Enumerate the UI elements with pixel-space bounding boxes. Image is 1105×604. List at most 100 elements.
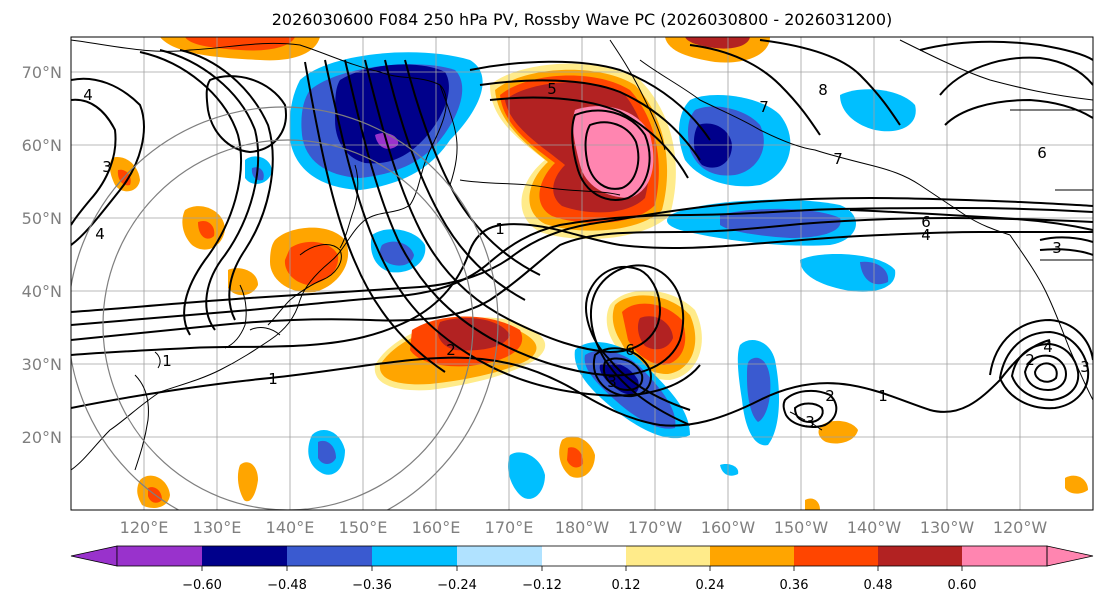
colorbar-segment [457, 546, 542, 566]
lon-labels: 120°E 130°E 140°E 150°E 160°E 170°E 180°… [120, 518, 1048, 537]
pos-anomaly-east-small [1065, 475, 1088, 494]
colorbar-tick-label: 0.12 [612, 578, 641, 593]
colorbar-segment [794, 546, 878, 566]
pv-contour-ridge-west [71, 77, 145, 246]
pv-contour-ridge-bering-1 [469, 60, 711, 141]
pv-contour-north-east [689, 44, 821, 136]
pv-contour-east-3 [1039, 248, 1093, 256]
contour-label: 1 [268, 370, 278, 388]
lat-label: 30°N [22, 355, 62, 374]
pv-contours [71, 39, 1093, 428]
pv-contour-baja-1 [989, 318, 1093, 376]
rossby-wave-circle [102, 139, 474, 510]
contour-label: 7 [759, 98, 769, 116]
lon-label: 150°W [774, 518, 829, 537]
pos-anomaly-china-2 [228, 268, 258, 296]
contour-label: 2 [446, 341, 456, 359]
colorbar-segment [287, 546, 372, 566]
pv-contour-2-main [71, 216, 1093, 341]
contour-label: 6 [1037, 144, 1047, 162]
lat-label: 60°N [22, 136, 62, 155]
pv-contour-3-main [71, 206, 1093, 326]
pv-contour-dateline-ring-2 [602, 357, 644, 391]
pv-contour-wave-5 [404, 59, 541, 276]
pv-contour-1-south [71, 339, 1051, 427]
colorbar-ticks [201, 566, 963, 571]
pv-contour-wave-2 [344, 59, 691, 426]
pv-contour-trough-west-3 [139, 51, 242, 336]
colorbar-segment [542, 546, 626, 566]
pos-anomaly-south-2 [237, 462, 258, 502]
rossby-wave-circle-outer [71, 106, 499, 510]
pos-anomaly-south-1-core [567, 447, 584, 468]
pos-anomaly-hawaii [818, 420, 858, 444]
pv-contour-ridge-bering-2 [479, 79, 701, 161]
lon-label: 140°E [266, 518, 315, 537]
lat-labels: 70°N 60°N 50°N 40°N 30°N 20°N [22, 63, 62, 447]
colorbar-segment [878, 546, 962, 566]
lat-label: 50°N [22, 209, 62, 228]
pv-contour-hawaii-ring-2 [793, 402, 824, 424]
pv-contour-dateline-ring [592, 347, 652, 398]
aleutians [459, 179, 621, 196]
contour-label: 3 [1052, 239, 1062, 257]
pv-contour-gulf-alaska-2 [944, 98, 1093, 126]
contour-label: 8 [818, 81, 828, 99]
contour-label: 2 [1025, 351, 1035, 369]
lat-label: 40°N [22, 282, 62, 301]
colorbar-extend-min [70, 545, 118, 567]
pv-contour-wave-4 [384, 59, 526, 301]
pv-contour-labels: 4 3 4 5 1 2 1 1 6 3 7 7 8 6 6 4 3 2 1 3 [83, 80, 1090, 431]
colorbar-extend-max [1046, 545, 1094, 567]
colorbar-segment [626, 546, 710, 566]
neg-anomaly-alaska-core [693, 123, 732, 168]
colorbar-segment [202, 546, 287, 566]
contour-label: 6 [921, 213, 931, 231]
colorbar-frame [116, 545, 1048, 567]
contour-label: 1 [495, 220, 505, 238]
contour-label: 4 [921, 226, 931, 244]
lon-label: 120°W [993, 518, 1048, 537]
pv-contour-low-west [205, 75, 287, 154]
colorbar-labels: −0.60 −0.48 −0.36 −0.24 −0.12 0.12 0.24 … [182, 578, 976, 593]
contour-label: 5 [547, 80, 557, 98]
colorbar-tick-label: 0.48 [864, 578, 893, 593]
lat-label: 70°N [22, 63, 62, 82]
pv-contour-east-1 [849, 209, 1093, 231]
pv-contour-baja-4 [1023, 354, 1068, 392]
colorbar-tick-label: −0.24 [437, 578, 477, 593]
pv-contour-east-2 [1039, 236, 1093, 243]
lon-label: 170°E [485, 518, 534, 537]
taiwan [154, 351, 161, 369]
pos-anomaly-north-west-core [185, 37, 295, 51]
pv-contour-1-main [71, 223, 1093, 356]
colorbar-segment [962, 546, 1047, 566]
pv-contour-wave-1 [364, 59, 691, 411]
pos-anomaly-japan-core [284, 241, 339, 285]
lon-label: 160°E [412, 518, 461, 537]
neg-anomaly-okhotsk-core [380, 241, 414, 266]
colorbar-tick-label: −0.48 [267, 578, 307, 593]
philippines [134, 374, 149, 471]
na-west-coast [1009, 234, 1093, 401]
lon-label: 170°W [628, 518, 683, 537]
neg-anomaly-south-2 [508, 452, 545, 499]
colorbar-tick-label: 0.24 [696, 578, 725, 593]
contour-label: 7 [833, 150, 843, 168]
colorbar: −0.60 −0.48 −0.36 −0.24 −0.12 0.12 0.24 … [70, 545, 1094, 593]
asia-coast [71, 39, 447, 471]
contour-label: 4 [83, 86, 93, 104]
colorbar-segment [372, 546, 457, 566]
contour-label: 3 [805, 413, 815, 431]
neg-anomaly-hawaii-core [747, 357, 771, 422]
contour-label: 4 [1043, 338, 1053, 356]
pv-contour-trough-west-2 [179, 49, 274, 321]
map-frame [70, 36, 1094, 511]
japan-south [249, 327, 281, 336]
neg-anomaly-south-small [720, 464, 739, 476]
lon-label: 130°E [193, 518, 242, 537]
korea-coast [224, 284, 247, 349]
pos-anomaly-south-4 [805, 498, 820, 510]
pos-anomaly-subtropical-west-core [437, 318, 510, 351]
pv-contour-ridge-west-2 [71, 98, 117, 226]
